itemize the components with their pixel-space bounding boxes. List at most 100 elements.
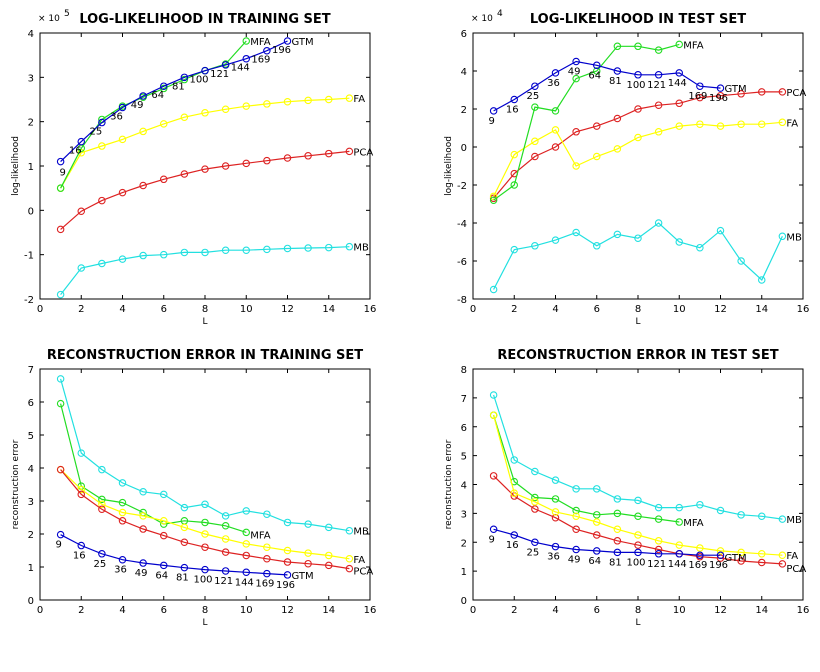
x-tick-label: 6 xyxy=(594,605,600,616)
series-mfa: MFA xyxy=(56,399,271,541)
data-point xyxy=(139,512,147,520)
data-point xyxy=(77,449,86,457)
y-tick-label: 1 xyxy=(461,567,467,578)
data-point xyxy=(675,40,683,49)
x-tick-label: 12 xyxy=(281,605,294,616)
x-tick-label: 6 xyxy=(161,605,167,616)
series-mb: MB xyxy=(56,243,369,299)
x-tick-label: 14 xyxy=(755,605,768,616)
data-point xyxy=(613,509,622,518)
data-point xyxy=(654,515,663,523)
data-point xyxy=(778,118,787,127)
y-exponent-power: 5 xyxy=(64,9,70,19)
data-point xyxy=(56,375,65,383)
data-point xyxy=(510,245,518,254)
plot-area xyxy=(472,32,804,300)
x-axis-label: L xyxy=(202,618,207,628)
gtm-point-label: 16 xyxy=(69,146,82,157)
x-axis-label: L xyxy=(202,317,207,327)
data-point xyxy=(634,541,642,549)
series-line-pca xyxy=(493,91,783,199)
data-point xyxy=(592,122,601,130)
gtm-point-label: 64 xyxy=(155,570,168,581)
data-point xyxy=(221,105,230,114)
gtm-point-label: 49 xyxy=(135,568,148,579)
data-point xyxy=(592,67,601,75)
data-point xyxy=(304,520,312,528)
data-point xyxy=(634,42,642,51)
data-point xyxy=(531,538,539,546)
data-point xyxy=(160,250,168,259)
x-tick-label: 10 xyxy=(673,304,686,315)
data-point xyxy=(675,122,683,130)
x-tick-label: 0 xyxy=(37,605,43,616)
gtm-point-label: 49 xyxy=(568,67,581,78)
data-point xyxy=(551,476,560,484)
y-tick-label: 0 xyxy=(461,143,467,154)
y-tick-label: -6 xyxy=(457,257,467,268)
gtm-point-label: 49 xyxy=(131,100,144,111)
gtm-point-label: 9 xyxy=(488,116,494,127)
data-point xyxy=(696,82,704,90)
x-tick-label: 4 xyxy=(119,605,125,616)
gtm-point-label: 169 xyxy=(688,91,707,102)
data-point xyxy=(283,546,292,555)
data-point xyxy=(572,525,580,534)
x-tick-label: 8 xyxy=(635,605,641,616)
data-point xyxy=(118,555,127,564)
data-point xyxy=(613,42,622,51)
series-name-label: MFA xyxy=(683,518,703,529)
data-point xyxy=(139,525,147,533)
series-name-label: GTM xyxy=(292,37,314,48)
x-axis-label: L xyxy=(635,317,640,327)
gtm-point-label: 81 xyxy=(609,557,622,568)
data-point xyxy=(118,255,127,263)
x-tick-label: 16 xyxy=(364,605,377,616)
data-point xyxy=(613,114,622,123)
gtm-point-label: 25 xyxy=(527,91,540,102)
gtm-point-label: 9 xyxy=(488,534,494,545)
data-point xyxy=(510,531,518,539)
data-point xyxy=(654,46,663,54)
gtm-point-label: 64 xyxy=(588,70,601,81)
x-tick-label: 6 xyxy=(594,304,600,315)
y-axis-label: reconstruction error xyxy=(11,439,21,529)
x-tick-label: 10 xyxy=(673,605,686,616)
series-line-pca xyxy=(493,475,783,565)
data-point xyxy=(324,243,333,252)
data-point xyxy=(345,94,354,102)
gtm-point-label: 81 xyxy=(609,76,622,87)
data-point xyxy=(551,508,560,516)
data-point xyxy=(180,538,189,546)
gtm-point-label: 25 xyxy=(527,547,540,558)
data-point xyxy=(98,505,106,513)
series-line-mb xyxy=(493,222,783,290)
plot-area xyxy=(39,368,371,601)
y-axis-label: reconstruction error xyxy=(444,439,454,529)
x-tick-label: 14 xyxy=(755,304,768,315)
x-tick-label: 2 xyxy=(511,605,517,616)
x-tick-label: 16 xyxy=(797,304,810,315)
data-point xyxy=(572,545,580,554)
gtm-point-label: 196 xyxy=(276,580,295,591)
data-point xyxy=(613,548,622,557)
data-point xyxy=(675,69,683,77)
gtm-point-label: 169 xyxy=(255,579,274,590)
data-point xyxy=(757,120,766,128)
data-point xyxy=(201,543,209,551)
data-point xyxy=(283,571,292,579)
data-point xyxy=(737,90,745,98)
series-gtm: GTM xyxy=(489,525,747,564)
data-point xyxy=(77,485,86,494)
data-point xyxy=(551,236,560,244)
data-point xyxy=(654,128,663,136)
series-line-fa xyxy=(60,97,350,189)
data-point xyxy=(180,248,189,257)
data-point xyxy=(778,88,787,96)
data-point xyxy=(675,99,683,108)
x-tick-label: 16 xyxy=(797,605,810,616)
data-point xyxy=(572,162,580,170)
data-point xyxy=(654,101,663,109)
data-point xyxy=(757,276,766,284)
data-point xyxy=(98,196,106,205)
